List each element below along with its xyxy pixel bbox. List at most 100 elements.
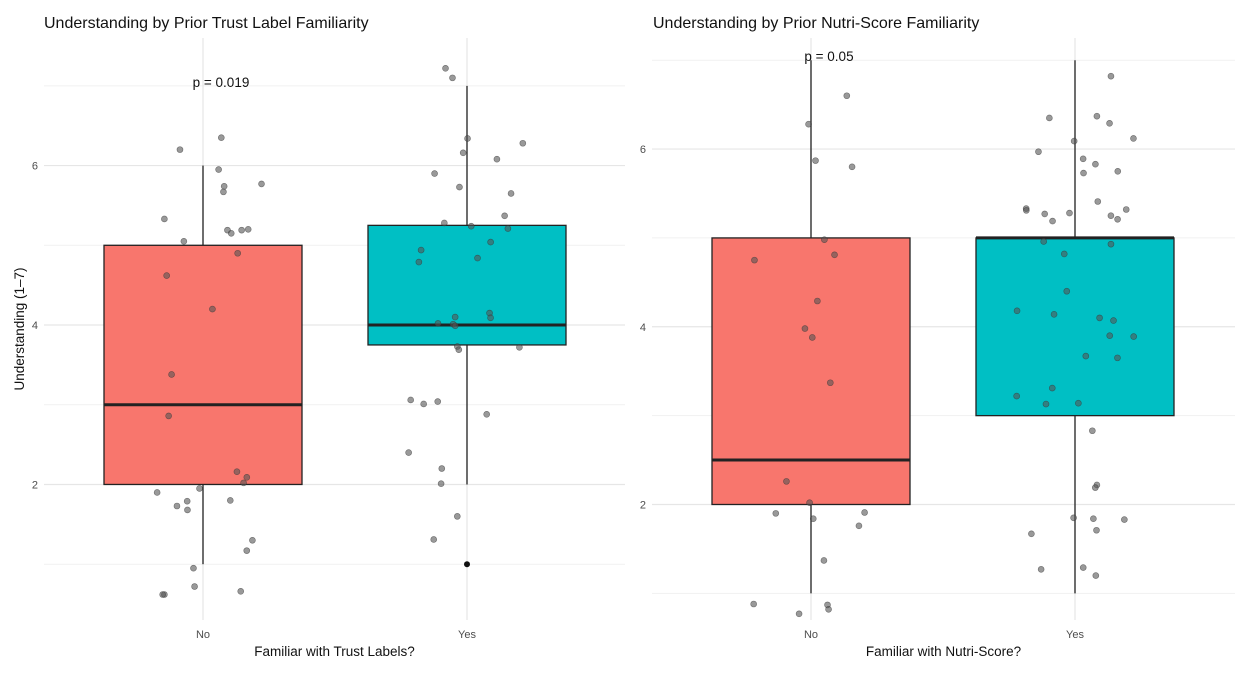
data-point — [1092, 572, 1100, 579]
data-point — [831, 251, 838, 259]
data-point — [405, 449, 412, 456]
data-point — [1070, 137, 1078, 145]
data-point — [1060, 250, 1068, 258]
data-point — [474, 254, 481, 262]
data-point — [827, 379, 834, 387]
data-point — [163, 272, 170, 279]
data-point — [848, 163, 856, 171]
data-point — [493, 155, 501, 163]
chart-title: Understanding by Prior Trust Label Famil… — [44, 15, 369, 32]
data-point — [1046, 114, 1053, 122]
data-point — [1028, 530, 1035, 538]
data-point — [1070, 514, 1077, 522]
y-tick-label: 2 — [32, 479, 38, 491]
points — [750, 72, 1137, 618]
data-point — [234, 249, 241, 257]
data-point — [519, 139, 527, 147]
data-point — [165, 412, 172, 420]
points — [153, 64, 527, 598]
data-point — [467, 222, 475, 230]
data-point — [855, 522, 863, 530]
y-tick-label: 4 — [32, 320, 38, 332]
data-point — [453, 513, 461, 520]
data-point — [415, 258, 423, 266]
data-point — [1063, 287, 1071, 295]
data-point — [430, 536, 438, 543]
data-point — [808, 334, 816, 341]
data-point — [442, 64, 449, 72]
data-point — [420, 400, 427, 408]
data-point — [1090, 515, 1097, 523]
y-tick-label: 6 — [640, 144, 646, 156]
data-point — [809, 515, 817, 523]
data-point — [180, 238, 188, 245]
data-point — [1079, 564, 1087, 571]
data-point — [258, 180, 265, 188]
p-value-annotation: p = 0.019 — [193, 75, 250, 90]
data-point — [1092, 160, 1099, 168]
data-point — [1093, 526, 1100, 534]
data-point — [173, 502, 181, 510]
y-tick-label: 2 — [640, 499, 646, 511]
data-point — [516, 344, 523, 351]
data-point — [184, 506, 191, 514]
data-point — [1013, 307, 1021, 315]
x-tick-label: No — [804, 629, 818, 641]
data-point — [209, 305, 216, 313]
data-point — [451, 313, 459, 321]
data-point — [441, 219, 448, 227]
data-point — [183, 497, 191, 505]
data-point — [249, 536, 256, 544]
outlier-point — [464, 561, 470, 568]
box-no — [711, 60, 911, 594]
data-point — [1041, 210, 1049, 218]
data-point — [456, 183, 463, 191]
data-point — [1050, 311, 1058, 318]
data-point — [190, 564, 197, 572]
data-point — [244, 226, 252, 233]
data-point — [825, 606, 832, 613]
data-point — [1122, 206, 1130, 213]
data-point — [449, 74, 456, 82]
panel-trust-label: 2 4 6 No Yes Understanding by Prior Trust Lab… — [12, 15, 625, 659]
data-point — [243, 473, 251, 481]
data-point — [161, 215, 168, 223]
data-point — [464, 135, 471, 142]
data-point — [434, 398, 442, 405]
data-point — [483, 411, 490, 418]
data-point — [220, 182, 228, 190]
data-point — [1096, 314, 1103, 322]
data-point — [1114, 215, 1121, 223]
data-point — [1094, 198, 1102, 205]
x-axis-label: Familiar with Trust Labels? — [254, 644, 415, 659]
data-point — [1075, 399, 1082, 407]
data-point — [1089, 427, 1096, 435]
data-point — [159, 591, 166, 598]
data-point — [843, 92, 851, 100]
data-point — [795, 610, 803, 618]
data-point — [487, 314, 494, 322]
data-point — [501, 212, 508, 220]
data-point — [168, 371, 175, 378]
data-point — [451, 322, 459, 330]
box-iqr — [103, 244, 303, 486]
data-point — [772, 510, 780, 517]
data-point — [196, 485, 203, 492]
p-value-annotation: p = 0.05 — [804, 49, 853, 64]
y-tick-label: 4 — [640, 322, 646, 334]
data-point — [1093, 112, 1101, 120]
data-point — [1048, 384, 1056, 392]
data-point — [240, 479, 247, 487]
data-point — [1106, 120, 1113, 127]
x-tick-label: Yes — [1066, 629, 1084, 641]
data-point — [1110, 317, 1117, 324]
data-point — [820, 557, 828, 564]
chart-title: Understanding by Prior Nutri-Score Famil… — [653, 15, 979, 32]
data-point — [191, 583, 198, 590]
data-point — [238, 226, 245, 234]
box-iqr — [711, 237, 911, 506]
box-yes — [975, 60, 1175, 594]
y-tick-label: 6 — [32, 161, 38, 173]
